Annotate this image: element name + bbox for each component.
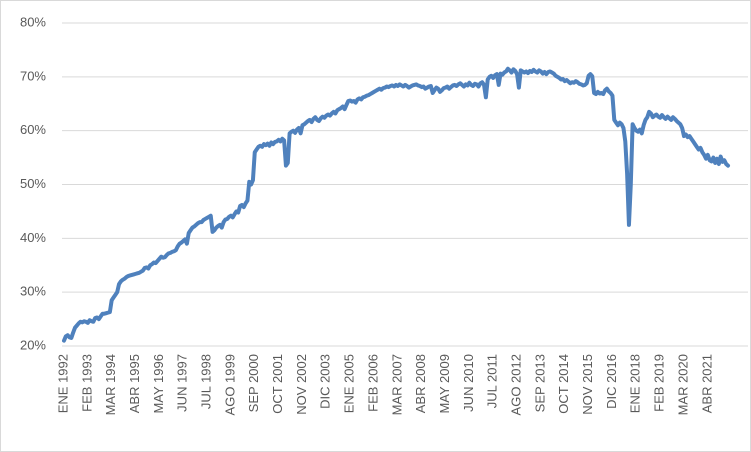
y-tick-label: 60% bbox=[20, 122, 46, 137]
x-tick-label: ABR 2008 bbox=[413, 354, 428, 413]
x-tick-label: JUL 1998 bbox=[199, 354, 214, 409]
x-tick-label: JUL 2011 bbox=[485, 354, 500, 408]
x-tick-label: SEP 2013 bbox=[532, 354, 547, 412]
x-tick-label: MAY 1996 bbox=[151, 354, 166, 414]
x-tick-label: AGO 1999 bbox=[222, 354, 237, 415]
x-tick-label: MAY 2009 bbox=[437, 354, 452, 414]
x-tick-label: FEB 2019 bbox=[652, 354, 667, 412]
x-tick-label: ABR 2021 bbox=[699, 354, 714, 413]
x-tick-label: SEP 2000 bbox=[246, 354, 261, 412]
y-tick-label: 20% bbox=[20, 337, 46, 352]
y-tick-label: 70% bbox=[20, 68, 46, 83]
x-tick-label: AGO 2012 bbox=[508, 354, 523, 415]
x-tick-label: FEB 1993 bbox=[79, 354, 94, 412]
x-tick-label: OCT 2014 bbox=[556, 354, 571, 414]
x-tick-label: OCT 2001 bbox=[270, 354, 285, 414]
y-tick-label: 80% bbox=[20, 14, 46, 29]
data-line bbox=[62, 66, 730, 343]
x-tick-label: MAR 2020 bbox=[675, 354, 690, 415]
x-tick-label: ENE 1992 bbox=[55, 354, 70, 413]
x-tick-label: ENE 2018 bbox=[628, 354, 643, 413]
x-tick-label: MAR 1994 bbox=[103, 354, 118, 415]
x-tick-label: ABR 1995 bbox=[127, 354, 142, 413]
x-tick-label: MAR 2007 bbox=[389, 354, 404, 415]
x-tick-label: JUN 1997 bbox=[175, 354, 190, 412]
x-tick-label: FEB 2006 bbox=[365, 354, 380, 412]
x-tick-label: DIC 2016 bbox=[604, 354, 619, 409]
x-tick-label: JUN 2010 bbox=[461, 354, 476, 412]
y-tick-label: 40% bbox=[20, 230, 46, 245]
x-tick-label: NOV 2015 bbox=[580, 354, 595, 415]
x-tick-label: ENE 2005 bbox=[342, 354, 357, 413]
y-tick-label: 50% bbox=[20, 176, 46, 191]
x-tick-label: NOV 2002 bbox=[294, 354, 309, 415]
y-tick-label: 30% bbox=[20, 284, 46, 299]
x-tick-label: DIC 2003 bbox=[318, 354, 333, 409]
